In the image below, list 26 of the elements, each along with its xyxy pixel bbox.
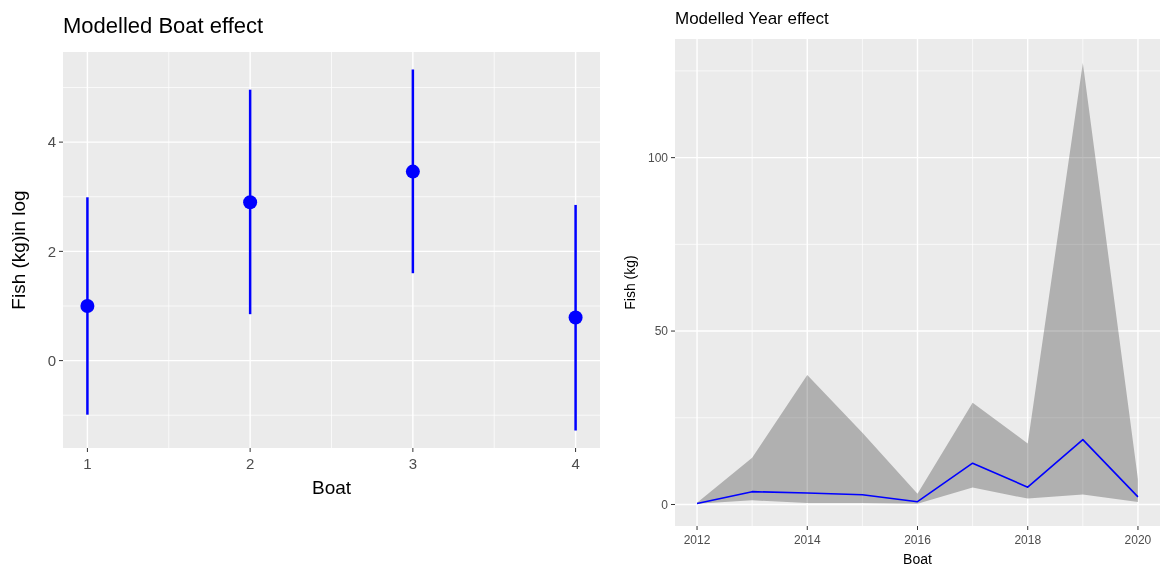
point [568,310,583,325]
x-axis-title: Boat [903,551,932,567]
y-tick-label: 0 [47,351,56,369]
x-tick-label: 2018 [1014,533,1042,547]
point [405,164,420,179]
y-axis-title: Fish (kg)in log [8,190,29,310]
point [80,298,95,313]
chart-title: Modelled Year effect [675,9,830,28]
y-tick-label: 0 [661,497,669,512]
x-tick-label: 2012 [683,533,711,547]
point [243,195,258,210]
line-series [696,438,1139,505]
x-tick-label: 2014 [793,533,821,547]
y-tick-label: 2 [47,242,56,260]
chart-title: Modelled Boat effect [63,13,264,38]
x-tick-label: 4 [571,455,580,472]
x-tick-label: 3 [408,455,418,472]
y-tick-label: 50 [654,324,669,339]
x-tick-label: 1 [83,455,92,472]
y-axis-title: Fish (kg) [622,255,638,310]
x-axis-title: Boat [311,477,352,498]
x-tick-label: 2020 [1124,533,1152,547]
x-tick-label: 2 [245,455,255,472]
x-tick-label: 2016 [904,533,932,547]
y-tick-label: 100 [647,150,669,165]
y-tick-label: 4 [47,133,56,151]
